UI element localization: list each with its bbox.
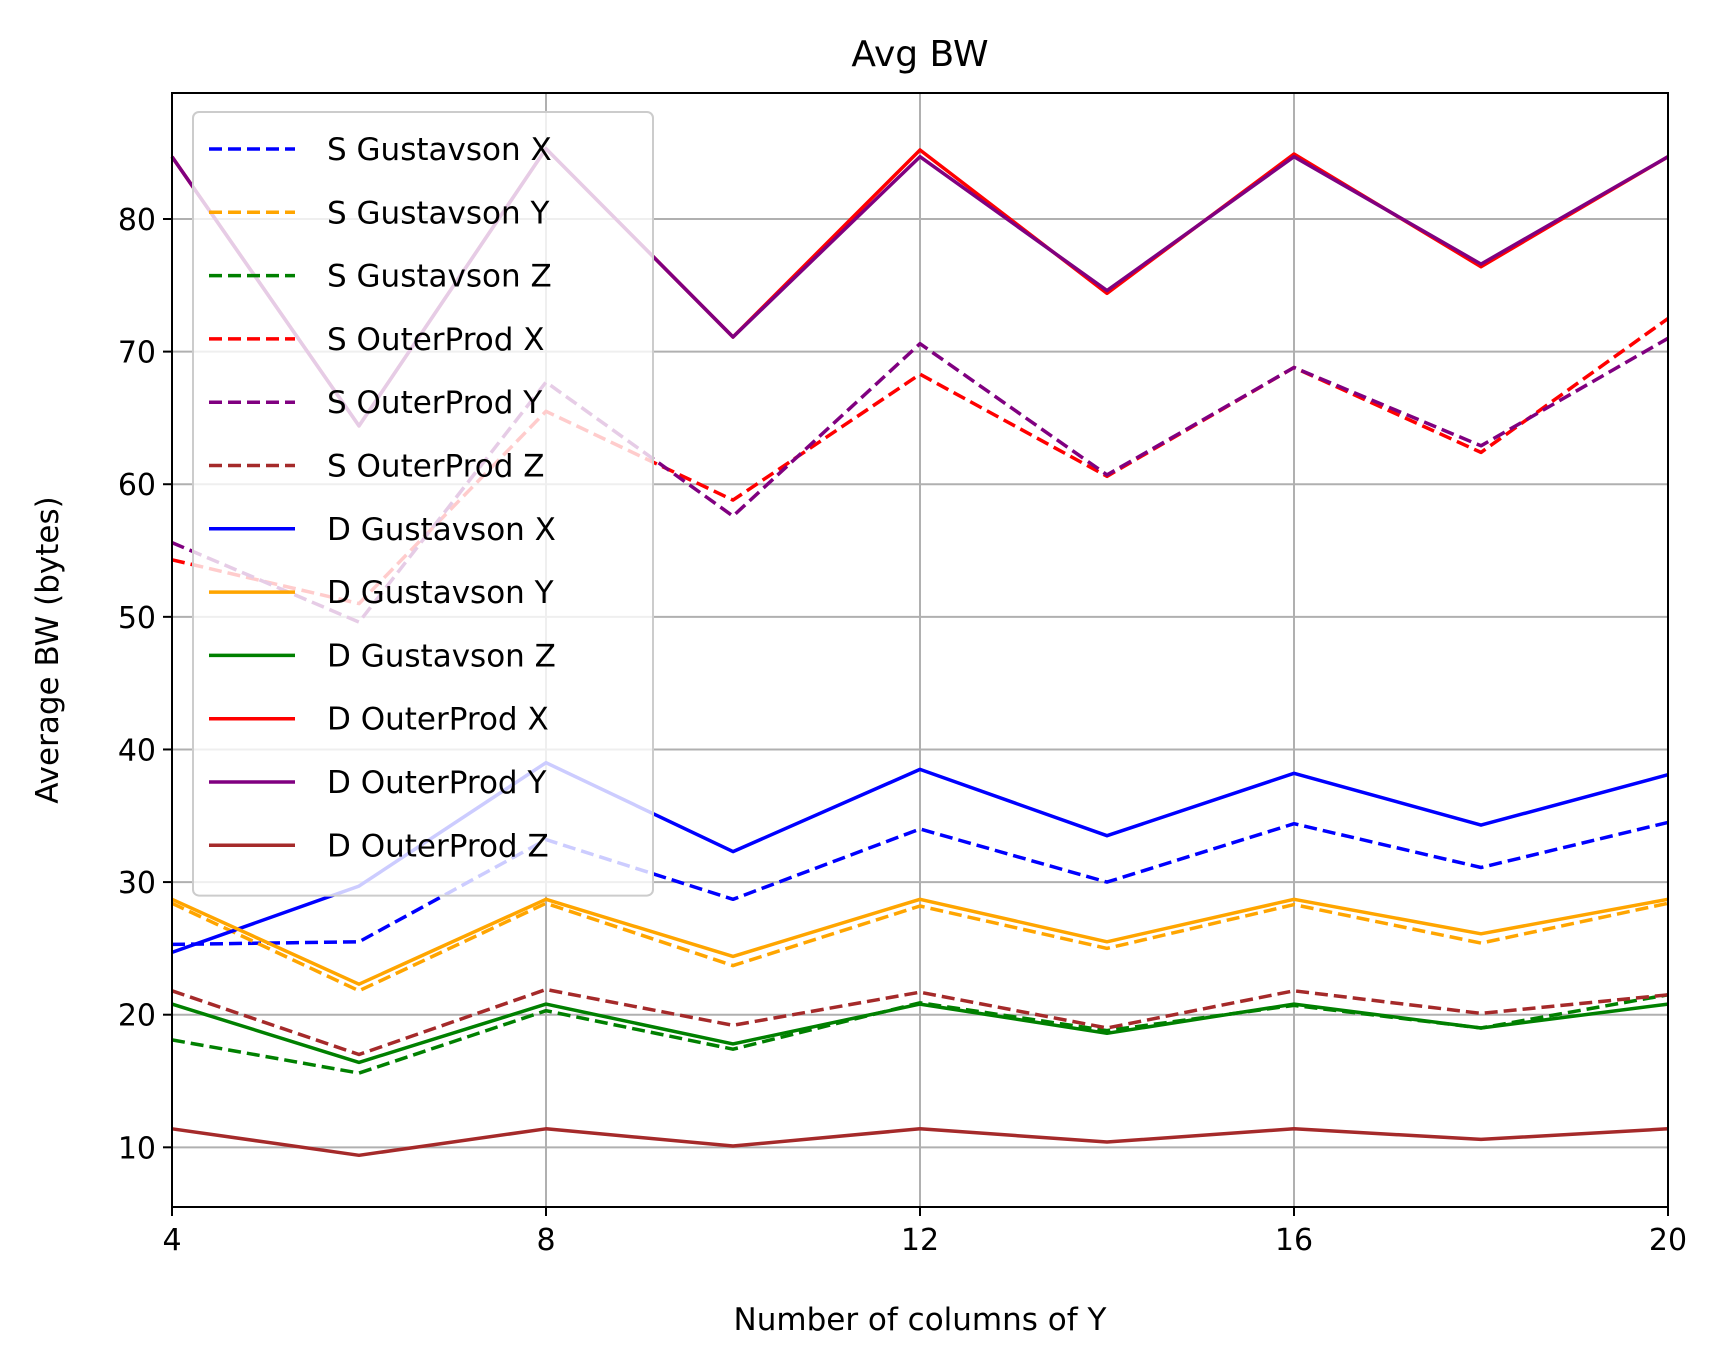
- x-tick-label: 20: [1649, 1223, 1687, 1258]
- y-tick-label: 80: [118, 203, 156, 238]
- legend-label: S OuterProd X: [327, 322, 545, 358]
- y-tick-label: 40: [118, 733, 156, 768]
- series-line: [171, 1127, 1669, 1158]
- legend-label: S Gustavson X: [327, 132, 552, 168]
- y-tick-label: 70: [118, 336, 156, 371]
- legend-box: [192, 111, 654, 897]
- legend-label: S OuterProd Y: [327, 385, 542, 421]
- legend-label: D OuterProd Z: [327, 828, 549, 864]
- legend: S Gustavson X S Gustavson Y S Gustavson Z S…: [192, 111, 654, 897]
- x-tick-label: 4: [162, 1223, 181, 1258]
- x-tick-label: 12: [901, 1223, 939, 1258]
- legend-label: D Gustavson X: [327, 512, 556, 548]
- chart-title: Avg BW: [851, 34, 988, 75]
- series-line: [171, 1002, 1669, 1065]
- legend-label: S Gustavson Z: [327, 259, 552, 295]
- legend-label: S Gustavson Y: [327, 195, 549, 231]
- series-line: [171, 820, 1669, 947]
- series-lines: [170, 146, 1670, 1158]
- y-tick-label: 20: [118, 999, 156, 1034]
- legend-label: S OuterProd Z: [327, 449, 545, 485]
- legend-label: D OuterProd Y: [327, 765, 546, 801]
- legend-label: D Gustavson Z: [327, 638, 556, 674]
- y-tick-label: 30: [118, 866, 156, 901]
- x-axis-label: Number of columns of Y: [734, 1302, 1107, 1338]
- x-tick-label: 8: [536, 1223, 555, 1258]
- series-line: [171, 901, 1669, 993]
- x-tick-label: 16: [1275, 1223, 1313, 1258]
- y-tick-label: 60: [118, 468, 156, 503]
- y-axis-label: Average BW (bytes): [30, 496, 66, 803]
- y-tick-label: 10: [118, 1131, 156, 1166]
- legend-label: D Gustavson Y: [327, 575, 554, 611]
- axis-ticks: 4 8 12 16 20 10 20 30 40 50 60 70 80: [118, 203, 1687, 1258]
- legend-label: D OuterProd X: [327, 702, 549, 738]
- series-line: [171, 897, 1669, 986]
- y-tick-label: 50: [118, 601, 156, 636]
- series-line: [171, 987, 1669, 1057]
